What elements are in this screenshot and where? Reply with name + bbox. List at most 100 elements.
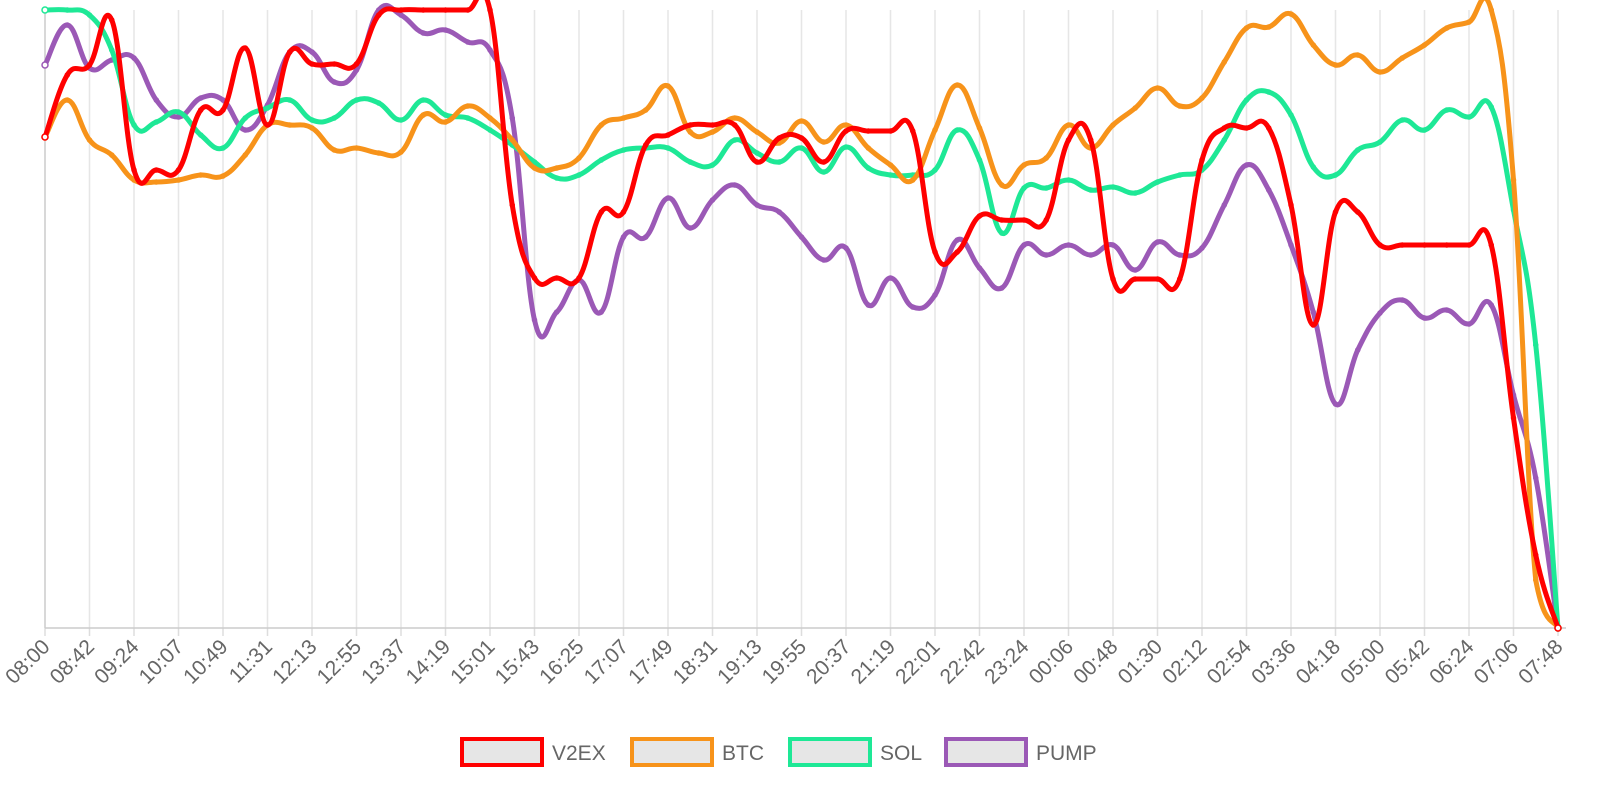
point bbox=[1266, 187, 1272, 193]
point bbox=[1444, 242, 1450, 248]
point bbox=[398, 149, 404, 155]
x-tick-label: 03:36 bbox=[1247, 635, 1300, 688]
point bbox=[554, 175, 560, 181]
point bbox=[954, 237, 960, 243]
point bbox=[1355, 52, 1361, 58]
point bbox=[1288, 242, 1294, 248]
point bbox=[420, 7, 426, 13]
point bbox=[687, 159, 693, 165]
point bbox=[531, 165, 538, 171]
point bbox=[531, 317, 538, 323]
point bbox=[309, 125, 315, 131]
point bbox=[531, 275, 538, 281]
point bbox=[798, 145, 805, 151]
point bbox=[1110, 276, 1116, 282]
point bbox=[1154, 276, 1161, 282]
point bbox=[1110, 184, 1116, 190]
x-tick-label: 08:42 bbox=[46, 635, 99, 688]
point bbox=[821, 257, 827, 263]
point bbox=[353, 67, 360, 73]
x-tick-label: 00:48 bbox=[1069, 635, 1122, 688]
x-tick-label: 22:42 bbox=[936, 635, 989, 688]
x-tick-label: 07:06 bbox=[1470, 635, 1523, 688]
point bbox=[1021, 162, 1027, 168]
point bbox=[465, 103, 471, 109]
legend-label[interactable]: PUMP bbox=[1036, 742, 1097, 765]
point bbox=[153, 167, 159, 173]
x-tick-label: 19:13 bbox=[713, 635, 766, 688]
point bbox=[1132, 105, 1138, 111]
point bbox=[976, 213, 983, 219]
point bbox=[598, 309, 604, 315]
point bbox=[465, 39, 471, 45]
point bbox=[264, 122, 271, 128]
point bbox=[620, 115, 627, 121]
x-tick-label: 02:12 bbox=[1158, 635, 1211, 688]
x-tick-label: 14:19 bbox=[402, 635, 455, 688]
point bbox=[1533, 577, 1539, 583]
point bbox=[821, 159, 827, 165]
point bbox=[1399, 117, 1405, 123]
point bbox=[1177, 103, 1183, 109]
point bbox=[1221, 202, 1227, 208]
point bbox=[1177, 252, 1183, 258]
point bbox=[1332, 172, 1339, 178]
legend-swatch[interactable] bbox=[460, 737, 544, 767]
point bbox=[175, 177, 182, 183]
legend-swatch[interactable] bbox=[630, 737, 714, 767]
point bbox=[1377, 310, 1383, 316]
legend-swatch[interactable] bbox=[788, 737, 872, 767]
point bbox=[175, 167, 182, 173]
legend-label[interactable]: BTC bbox=[722, 742, 764, 765]
point bbox=[776, 159, 782, 165]
point bbox=[220, 107, 226, 113]
point bbox=[309, 117, 315, 123]
point bbox=[487, 47, 493, 53]
point bbox=[999, 217, 1005, 223]
x-tick-label: 07:48 bbox=[1514, 635, 1567, 688]
legend-swatch[interactable] bbox=[944, 737, 1028, 767]
point bbox=[1177, 172, 1183, 178]
point bbox=[776, 135, 782, 141]
x-tick-label: 00:06 bbox=[1025, 635, 1078, 688]
point bbox=[1243, 125, 1250, 131]
point bbox=[887, 275, 894, 281]
point bbox=[1332, 62, 1339, 68]
point bbox=[1488, 242, 1494, 248]
point bbox=[465, 115, 471, 121]
point bbox=[821, 139, 827, 145]
point bbox=[1488, 7, 1494, 13]
point bbox=[287, 97, 293, 103]
point bbox=[331, 79, 337, 85]
x-tick-label: 20:37 bbox=[802, 635, 855, 688]
point bbox=[198, 107, 204, 113]
point bbox=[687, 225, 693, 231]
point bbox=[531, 159, 538, 165]
point bbox=[242, 127, 248, 133]
point bbox=[910, 177, 916, 183]
x-tick-label: 17:49 bbox=[624, 635, 677, 688]
point bbox=[1199, 95, 1205, 101]
point bbox=[1421, 127, 1428, 133]
legend-label[interactable]: SOL bbox=[880, 742, 922, 765]
point bbox=[1043, 252, 1049, 258]
point bbox=[887, 162, 894, 168]
point bbox=[331, 115, 337, 121]
point bbox=[198, 172, 204, 178]
point bbox=[242, 115, 248, 121]
point bbox=[264, 105, 271, 111]
legend-label[interactable]: V2EX bbox=[552, 742, 606, 765]
point bbox=[1043, 185, 1049, 191]
point bbox=[1310, 42, 1316, 48]
point bbox=[865, 302, 871, 308]
point bbox=[1243, 97, 1250, 103]
point bbox=[509, 202, 515, 208]
point bbox=[1466, 114, 1472, 120]
x-tick-label: 21:19 bbox=[847, 635, 900, 688]
point bbox=[554, 309, 560, 315]
point bbox=[798, 118, 805, 124]
point bbox=[620, 234, 627, 240]
point bbox=[1288, 112, 1294, 118]
point bbox=[1199, 245, 1205, 251]
x-tick-label: 15:43 bbox=[491, 635, 544, 688]
